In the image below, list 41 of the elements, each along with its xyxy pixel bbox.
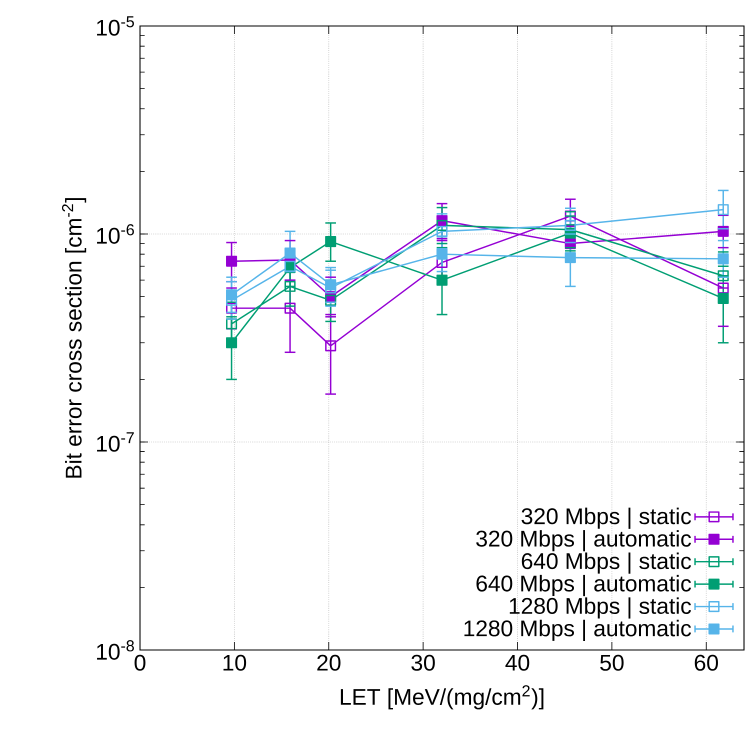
point bbox=[226, 289, 238, 300]
point bbox=[718, 282, 729, 294]
legend-label: 1280 Mbps | automatic bbox=[464, 620, 691, 641]
y-tick-label: 10$^{-7}$ bbox=[97, 432, 134, 452]
point bbox=[284, 248, 296, 259]
y-tick-label: 10$^{-8}$ bbox=[97, 640, 134, 660]
point bbox=[325, 279, 336, 290]
x-tick-label: 0 bbox=[134, 654, 146, 671]
x-tick-label: 10 bbox=[224, 654, 246, 671]
legend-label: 640 Mbps | automatic bbox=[476, 574, 691, 596]
legend-label: 1280 Mbps | static bbox=[510, 597, 691, 619]
x-tick-label: 30 bbox=[411, 654, 435, 671]
point bbox=[436, 274, 448, 286]
point bbox=[226, 337, 238, 348]
y-tick-label: 10$^{-6}$ bbox=[97, 224, 134, 244]
point bbox=[436, 226, 448, 237]
point bbox=[226, 302, 238, 314]
point bbox=[436, 248, 448, 260]
point bbox=[436, 256, 448, 268]
y-tick-label: 10$^{-5}$ bbox=[97, 16, 134, 36]
legend-label: 640 Mbps | static bbox=[522, 552, 691, 574]
point bbox=[325, 294, 336, 306]
x-tick-label: 50 bbox=[600, 654, 624, 671]
point bbox=[325, 340, 336, 352]
legend-label: 320 Mbps | automatic bbox=[476, 530, 691, 552]
point bbox=[718, 204, 729, 216]
legend-label: 320 Mbps | static bbox=[522, 508, 691, 529]
point bbox=[436, 220, 448, 231]
point bbox=[564, 220, 576, 231]
x-tick-label: 20 bbox=[317, 654, 340, 671]
point bbox=[284, 302, 296, 314]
point bbox=[284, 280, 296, 292]
x-tick-label: 60 bbox=[694, 654, 718, 671]
point bbox=[718, 270, 729, 282]
x-axis-title: LET [MeV/(mg/cm$^{2}$)] bbox=[340, 685, 544, 710]
point bbox=[325, 236, 336, 248]
point bbox=[718, 253, 729, 264]
point bbox=[718, 292, 729, 304]
y-axis-title: Bit error cross section [cm$^{-2}$] bbox=[62, 198, 86, 478]
x-tick-label: 40 bbox=[505, 654, 530, 671]
point bbox=[226, 256, 238, 267]
